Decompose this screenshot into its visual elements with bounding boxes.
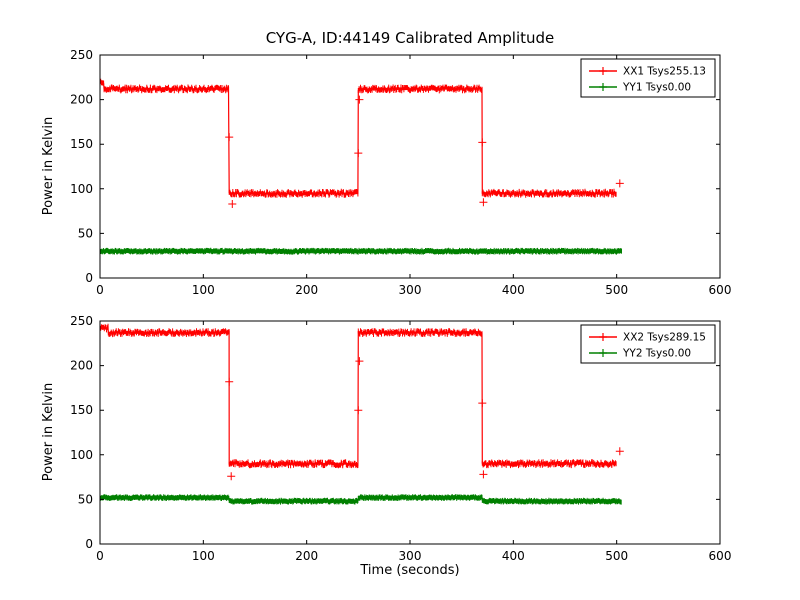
legend-label: YY1 Tsys0.00 — [622, 82, 691, 94]
legend-label: XX1 Tsys255.13 — [623, 66, 706, 78]
x-tick-label: 300 — [399, 283, 422, 297]
axis-ticks — [99, 54, 721, 279]
x-tick-label: 200 — [295, 549, 318, 563]
subplot-top: 0 100 200 300 400 500 600 0 50 100 150 200 250 XX1 Ts… — [70, 48, 731, 297]
y-axis-label-bottom: Power in Kelvin — [41, 383, 56, 481]
y-tick-label: 200 — [70, 359, 93, 373]
series-plus-markers — [99, 247, 622, 255]
x-tick-label: 0 — [96, 283, 104, 297]
x-tick-label: 100 — [192, 549, 215, 563]
x-tick-label: 500 — [605, 549, 628, 563]
legend-sample-plus-icon — [599, 349, 607, 357]
y-tick-label: 50 — [78, 226, 93, 240]
series-line — [99, 323, 617, 468]
y-tick-label: 250 — [70, 314, 93, 328]
legend-sample-plus-icon — [599, 67, 607, 75]
y-tick-label: 100 — [70, 448, 93, 462]
x-tick-label: 100 — [192, 283, 215, 297]
series-line — [99, 79, 617, 198]
transition-markers — [225, 95, 624, 208]
x-axis-label: Time (seconds) — [359, 563, 459, 578]
y-tick-label: 150 — [70, 403, 93, 417]
x-tick-label: 400 — [502, 283, 525, 297]
x-tick-label: 0 — [96, 549, 104, 563]
transition-markers — [225, 357, 624, 481]
chart-title: CYG-A, ID:44149 Calibrated Amplitude — [266, 29, 555, 47]
y-tick-label: 0 — [85, 271, 93, 285]
axis-ticks — [99, 320, 721, 545]
legend-sample-plus-icon — [599, 83, 607, 91]
x-tick-label: 200 — [295, 283, 318, 297]
y-tick-label: 100 — [70, 182, 93, 196]
x-tick-label: 400 — [502, 549, 525, 563]
x-tick-label: 300 — [399, 549, 422, 563]
legend-label: XX2 Tsys289.15 — [623, 332, 706, 344]
series-plus-markers — [99, 494, 622, 505]
x-tick-label: 600 — [709, 283, 732, 297]
y-axis-label-top: Power in Kelvin — [41, 117, 56, 215]
subplot-bottom: 0 100 200 300 400 500 600 0 50 100 150 200 250 XX2 Ts… — [70, 314, 731, 563]
y-tick-label: 0 — [85, 537, 93, 551]
x-tick-label: 600 — [709, 549, 732, 563]
legend-label: YY2 Tsys0.00 — [622, 348, 691, 360]
y-tick-label: 50 — [78, 492, 93, 506]
legend-sample-plus-icon — [599, 333, 607, 341]
y-tick-label: 150 — [70, 137, 93, 151]
x-tick-label: 500 — [605, 283, 628, 297]
y-tick-label: 250 — [70, 48, 93, 62]
y-tick-label: 200 — [70, 93, 93, 107]
